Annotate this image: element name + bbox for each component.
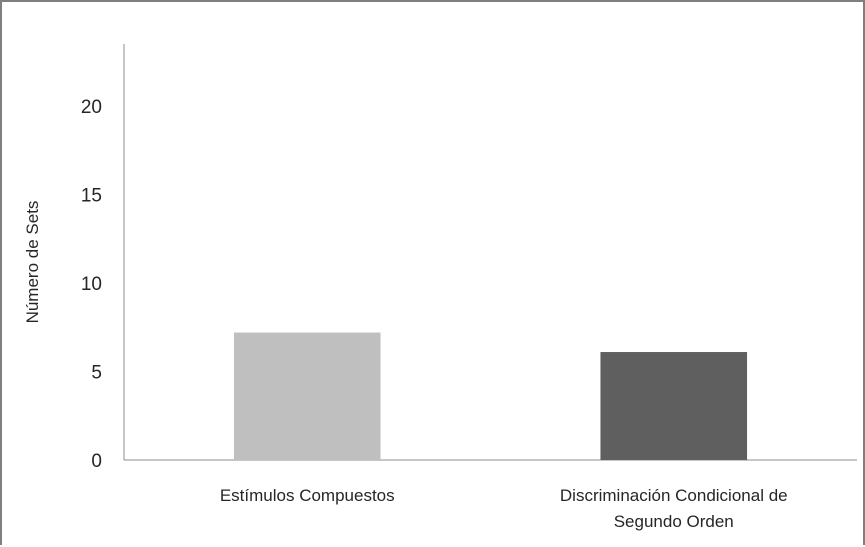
x-category-label-line: Estímulos Compuestos — [220, 486, 395, 505]
y-tick-label: 0 — [91, 451, 102, 472]
bars — [233, 332, 748, 460]
x-category-label: Estímulos Compuestos — [220, 486, 395, 505]
y-tick-label: 10 — [81, 274, 102, 295]
y-tick-label: 15 — [81, 185, 102, 206]
y-tick-label: 5 — [91, 362, 102, 383]
bar — [233, 332, 381, 460]
y-axis-title: Número de Sets — [23, 201, 42, 324]
bar — [600, 352, 748, 460]
x-category-label: Discriminación Condicional de Segundo Ord… — [560, 486, 788, 531]
x-category-label-line: Segundo Orden — [614, 512, 734, 531]
y-tick-label: 20 — [81, 97, 102, 118]
y-tick-labels: 0 5 10 15 20 — [81, 97, 102, 472]
x-category-label-line: Discriminación Condicional de — [560, 486, 788, 505]
x-category-labels: Estímulos Compuestos Discriminación Condi… — [220, 486, 788, 531]
